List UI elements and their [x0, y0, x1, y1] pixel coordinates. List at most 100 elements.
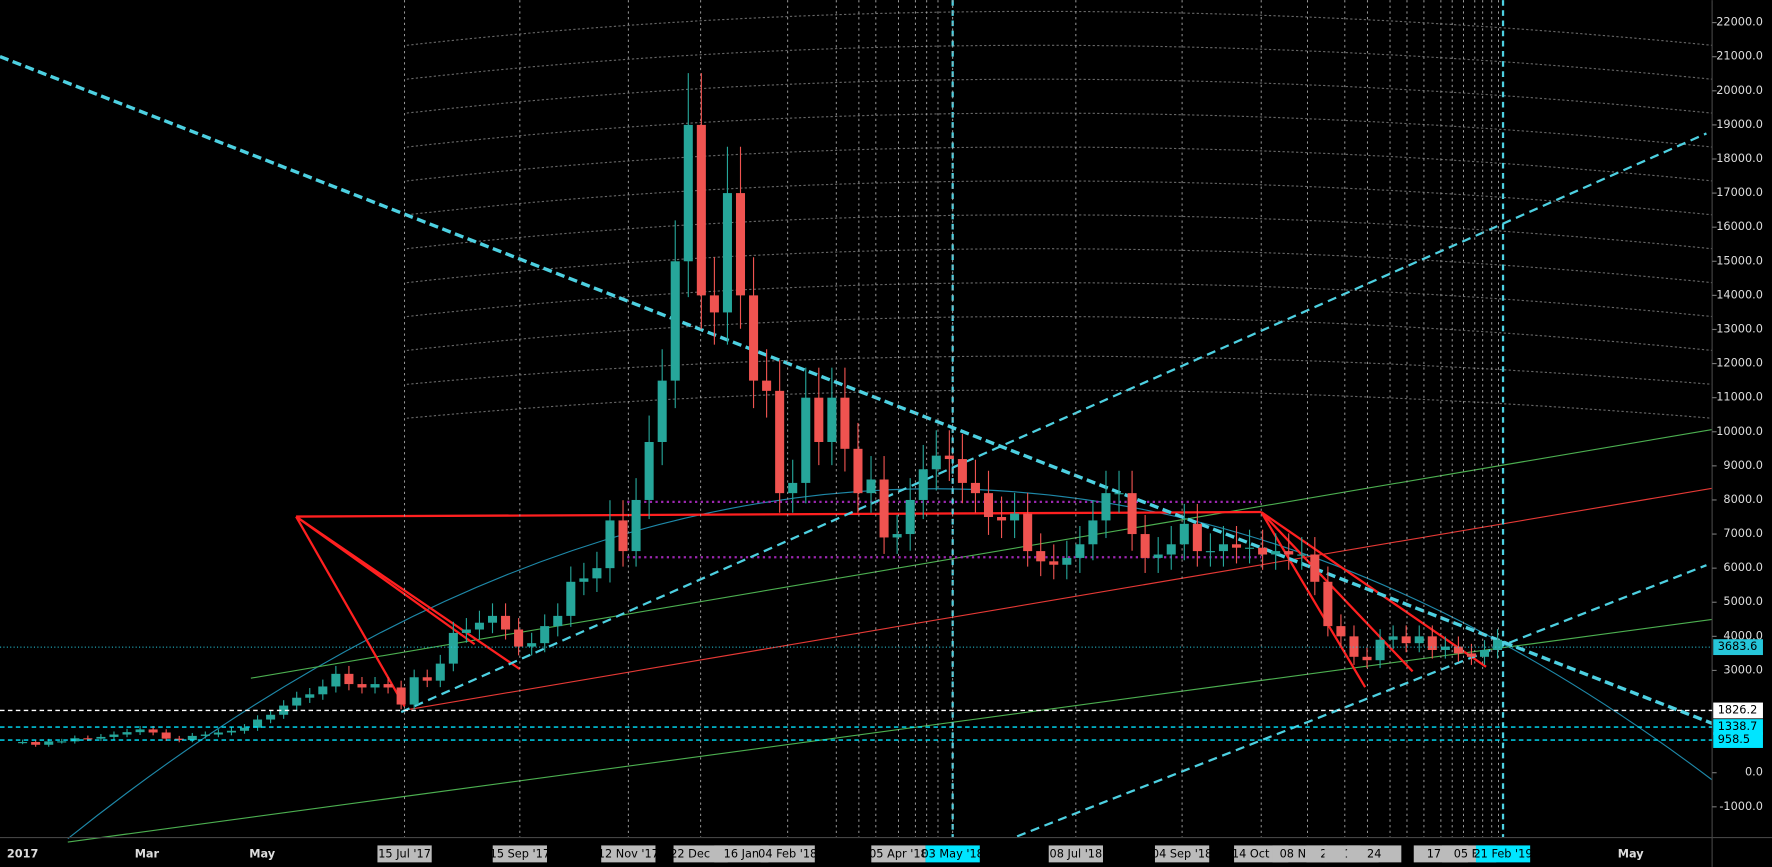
candle-body [187, 735, 197, 740]
candle-body [461, 629, 471, 633]
x-tick-label: 03 May '18 [921, 847, 983, 860]
y-tick-label: 9000.0 [1723, 459, 1763, 472]
x-tick-label: 15 Sep '17 [490, 847, 550, 860]
candle-body [1336, 626, 1346, 637]
candle-body [722, 193, 732, 313]
trend-line [400, 132, 1707, 714]
x-tick-label: Mar [135, 847, 160, 860]
candle-body [1349, 636, 1359, 657]
candle-body [866, 479, 876, 494]
candle-body [1075, 544, 1085, 558]
x-label-box [871, 845, 926, 863]
candle-body [1101, 493, 1111, 521]
candle-body [788, 482, 798, 494]
candle-body [135, 729, 145, 733]
candle-body [1271, 551, 1281, 555]
candle-body [1479, 649, 1490, 657]
candle-body [1310, 554, 1320, 582]
candle-body [44, 741, 54, 745]
candle-body [579, 578, 589, 582]
candle-body [331, 673, 341, 687]
y-tick-label: 17000.0 [1716, 186, 1763, 199]
candle-body [292, 697, 302, 706]
candle-body [892, 534, 902, 538]
y-tick-label: 22000.0 [1716, 16, 1763, 29]
candle-body [749, 295, 759, 381]
candle-body [357, 684, 367, 688]
price-tag [1713, 719, 1763, 735]
price-tag [1713, 732, 1763, 748]
candle-body [918, 469, 928, 500]
candle-body [1284, 551, 1294, 555]
candle-body [944, 455, 954, 460]
candle-body [279, 705, 289, 715]
candle-body [670, 261, 680, 381]
candle-body [1427, 636, 1437, 650]
candle-body [631, 499, 641, 552]
candle-body [970, 482, 980, 494]
candle-body [840, 397, 850, 449]
candle-body [83, 738, 93, 740]
candle-body [540, 626, 550, 644]
candle-body [1245, 547, 1255, 549]
candle-body [592, 568, 602, 579]
candle-body [957, 459, 967, 483]
y-tick-label: 19000.0 [1716, 118, 1763, 131]
y-tick-label: 16000.0 [1716, 220, 1763, 233]
candle-body [879, 479, 889, 538]
candle-body [370, 684, 380, 688]
x-label-box [760, 845, 815, 863]
candle-body [448, 632, 458, 664]
y-tick-label: 3000.0 [1723, 663, 1763, 676]
y-tick-label: 12000.0 [1716, 357, 1763, 370]
candle-body [709, 295, 719, 313]
candle-body [1192, 523, 1202, 552]
trend-line [296, 510, 1262, 518]
x-tick-label: 15 Jul '17 [378, 847, 431, 860]
candle-body [853, 448, 863, 494]
candle-body [1153, 554, 1163, 558]
y-tick-label: -1000.0 [1719, 800, 1763, 813]
price-tag [1713, 639, 1763, 656]
y-tick-label: 21000.0 [1716, 50, 1763, 63]
candle-body [1231, 544, 1242, 548]
y-tick-label: 11000.0 [1716, 391, 1763, 404]
candle-body [527, 643, 537, 647]
candle-body [1466, 653, 1476, 657]
candle-body [31, 742, 41, 745]
x-tick-label: 12 Nov '17 [598, 847, 659, 860]
x-label-box [1475, 845, 1531, 863]
price-label: 958.5 [1718, 733, 1750, 746]
candle-body [644, 441, 654, 500]
candle-body [109, 734, 119, 737]
candle-body [422, 677, 432, 681]
candle-body [239, 727, 250, 731]
y-tick-label: 5000.0 [1723, 595, 1763, 608]
candle-body [1453, 646, 1463, 654]
candle-body [1036, 551, 1046, 562]
candle-body [1088, 520, 1098, 545]
candle-body [266, 714, 276, 720]
candle-body [696, 124, 706, 296]
candle-body [1114, 493, 1124, 495]
y-tick-label: 7000.0 [1723, 527, 1763, 540]
trend-line [250, 428, 1713, 679]
candle-body [1323, 581, 1333, 627]
x-tick-label: May [249, 847, 276, 860]
y-tick-label: 6000.0 [1723, 561, 1763, 574]
candle-body [775, 390, 785, 494]
y-tick-label: 18000.0 [1716, 152, 1763, 165]
trend-line [67, 618, 1713, 843]
candle-body [801, 397, 811, 483]
candle-body [735, 193, 746, 296]
candle-body [435, 663, 445, 681]
candle-body [1414, 636, 1424, 644]
candle-body [553, 615, 563, 627]
y-tick-label: 0.0 [1745, 766, 1763, 779]
x-label-box [1048, 845, 1103, 863]
candle-body [96, 736, 106, 739]
candle-body [501, 615, 511, 630]
candle-body [409, 677, 419, 705]
candle-body [1127, 493, 1137, 535]
candle-body [318, 686, 328, 695]
